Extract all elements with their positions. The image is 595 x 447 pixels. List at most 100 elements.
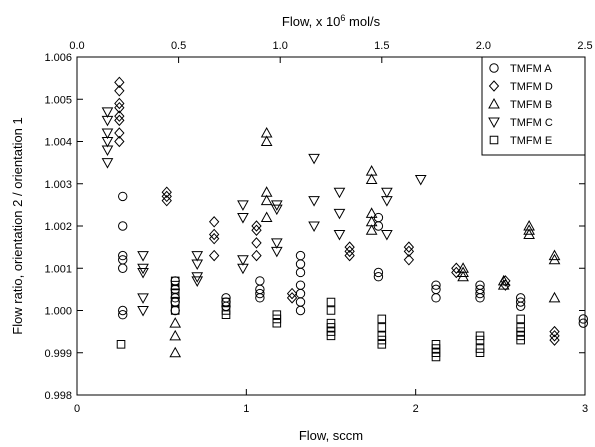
data-point: [326, 331, 336, 341]
data-point: [344, 245, 355, 258]
data-point: [137, 293, 149, 304]
data-point: [414, 175, 427, 186]
data-point: [101, 115, 114, 127]
data-point: [170, 305, 180, 316]
data-point: [295, 267, 306, 278]
data-point: [578, 314, 589, 324]
data-point: [191, 251, 204, 262]
x-tick-label: 2: [413, 403, 419, 415]
data-point: [251, 220, 262, 232]
data-point: [515, 301, 526, 311]
data-point: [333, 208, 346, 220]
top-tick-label: 1.5: [374, 40, 389, 52]
data-point: [116, 340, 126, 349]
y-tick-label: 1.003: [44, 179, 72, 191]
legend: TMFM A TMFM D TMFM B TMFM C TMFM E: [481, 56, 586, 156]
data-point: [373, 267, 384, 278]
data-point: [114, 135, 125, 148]
data-point: [431, 293, 441, 303]
data-point: [548, 291, 561, 303]
series-tmfm-e: [116, 276, 525, 362]
data-point: [431, 280, 441, 290]
data-point: [497, 279, 510, 290]
top-tick-label: 0.5: [171, 40, 186, 52]
series-tmfm-b: [169, 127, 561, 358]
data-point: [251, 237, 262, 249]
data-point: [548, 253, 561, 265]
data-point: [208, 228, 220, 241]
x-axis-ticks: 0 1 2 3: [74, 389, 588, 415]
data-point: [549, 325, 560, 338]
top-axis-title: Flow, x 106 mol/s: [282, 13, 381, 29]
data-point: [251, 249, 262, 262]
data-point: [118, 263, 128, 273]
data-point: [270, 204, 283, 216]
data-point: [365, 224, 378, 235]
data-point: [457, 266, 469, 277]
data-point: [170, 289, 180, 298]
series-tmfm-a: [118, 191, 589, 328]
data-point: [333, 187, 346, 199]
legend-marker: [488, 97, 500, 109]
data-point: [137, 306, 149, 317]
top-tick-label: 1.0: [273, 40, 288, 52]
legend-box: [481, 56, 586, 156]
data-point: [523, 224, 535, 235]
data-point: [333, 229, 346, 241]
data-point: [260, 135, 273, 146]
data-point: [114, 85, 125, 97]
data-point: [516, 335, 525, 345]
data-point: [270, 238, 283, 249]
data-point: [308, 153, 320, 165]
data-point: [255, 293, 265, 303]
data-point: [523, 228, 535, 239]
data-point: [114, 127, 125, 139]
data-point: [221, 310, 231, 320]
y-tick-label: 1.006: [44, 52, 72, 64]
data-point: [272, 318, 282, 328]
data-point: [548, 249, 561, 261]
legend-label: TMFM D: [510, 81, 553, 93]
data-point: [114, 114, 125, 127]
data-point: [161, 194, 172, 207]
legend-label: TMFM E: [510, 135, 552, 147]
data-point: [137, 267, 149, 279]
data-point: [260, 211, 273, 223]
data-point: [344, 249, 355, 262]
x-tick-label: 0: [74, 403, 80, 415]
data-point: [170, 306, 180, 315]
data-point: [251, 224, 262, 236]
data-point: [431, 352, 441, 362]
top-tick-label: 2.0: [476, 40, 491, 52]
data-point: [161, 190, 172, 203]
data-point: [208, 249, 220, 262]
legend-item: TMFM D: [488, 80, 553, 93]
data-point: [381, 196, 393, 207]
top-axis-ticks: 0.0 0.5 1.0 1.5 2.0 2.5: [69, 40, 593, 63]
data-point: [497, 274, 510, 286]
data-point: [237, 263, 249, 275]
data-point: [451, 262, 462, 274]
legend-item: TMFM C: [488, 117, 553, 129]
legend-item: TMFM E: [489, 135, 552, 147]
y-tick-label: 1.004: [44, 137, 72, 149]
data-point: [295, 297, 306, 307]
legend-label: TMFM B: [510, 99, 552, 111]
data-point: [457, 270, 469, 282]
data-point: [295, 250, 306, 261]
data-point: [191, 259, 204, 271]
data-point: [101, 145, 114, 156]
data-point: [286, 292, 298, 304]
data-point: [118, 221, 128, 231]
y-tick-label: 1.002: [44, 221, 72, 233]
y-tick-label: 1.000: [44, 306, 72, 318]
data-point: [208, 216, 220, 228]
data-point: [101, 158, 114, 169]
data-point: [326, 306, 336, 315]
data-point: [137, 251, 149, 262]
data-point: [118, 250, 128, 261]
data-point: [237, 200, 249, 211]
data-point: [161, 186, 172, 198]
data-point: [221, 297, 231, 307]
